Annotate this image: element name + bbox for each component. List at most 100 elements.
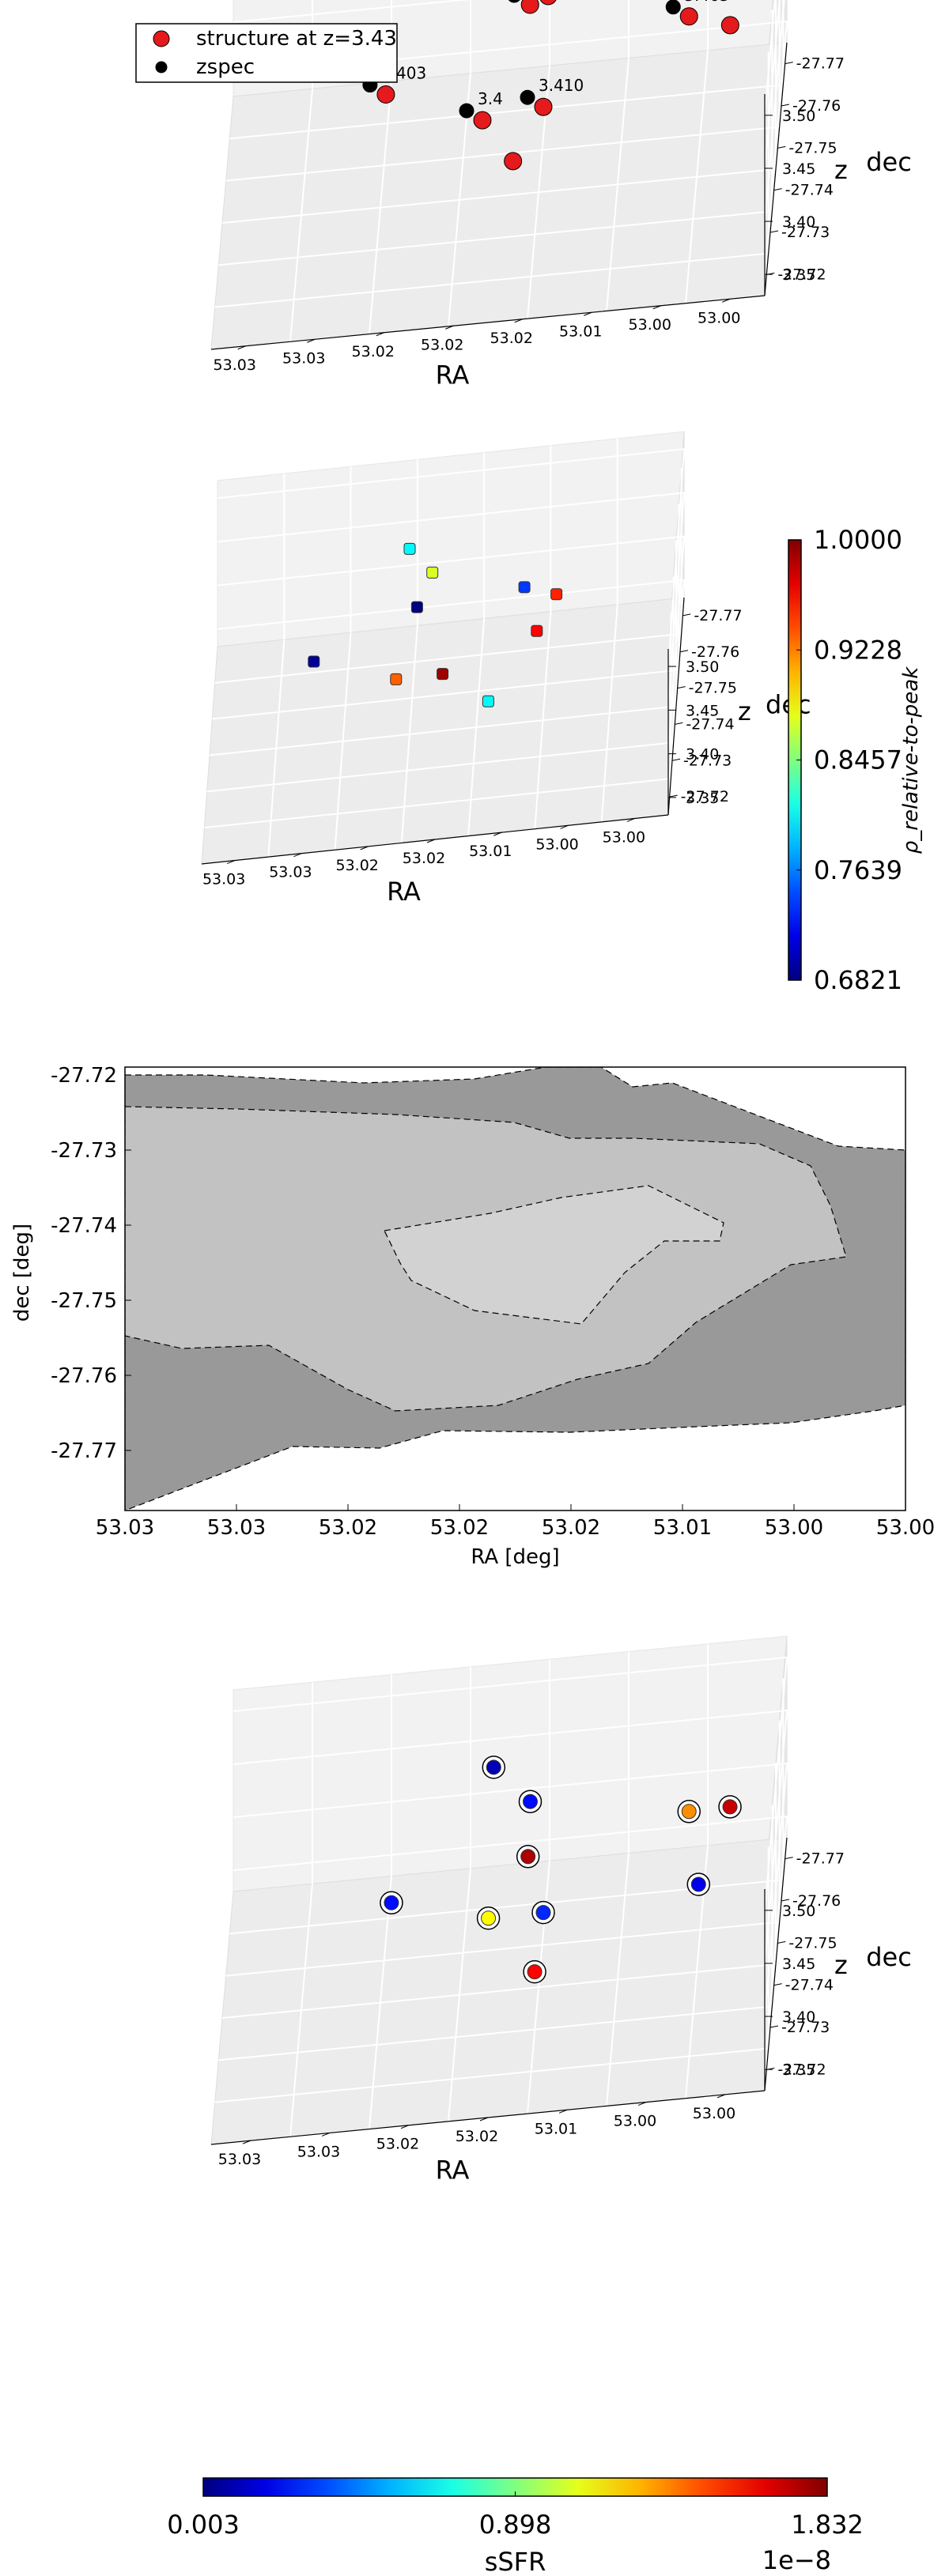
density-point: [550, 588, 563, 601]
x-tick: [479, 2117, 489, 2122]
zspec-point: [520, 89, 535, 105]
density-point: [482, 695, 494, 707]
grid-line: [764, 0, 781, 169]
y-tick-label: -27.76: [792, 1892, 841, 1910]
z-axis-label: z: [738, 696, 751, 726]
x-axis-label: RA: [436, 2155, 470, 2185]
x-tick-label: 53.02: [403, 850, 445, 867]
grid-line: [233, 1762, 788, 2017]
density-point: [518, 581, 531, 594]
z-tick-label: 3.50: [782, 107, 815, 125]
y-tick: [781, 1899, 790, 1902]
structure-point: [539, 0, 557, 6]
x-tick: [626, 817, 636, 822]
y-tick-label: -27.77: [694, 607, 742, 624]
y-tick-label: -27.72: [777, 2061, 826, 2078]
structure-point: [520, 0, 539, 14]
x-axis-label: RA [deg]: [471, 1545, 559, 1569]
density-point: [410, 601, 423, 613]
y-tick-label: -27.72: [777, 266, 826, 283]
grid-line: [764, 0, 776, 115]
y-tick: [769, 230, 779, 233]
x-tick-label: 53.01: [469, 843, 512, 860]
z-tick-label: 3.40: [782, 2008, 815, 2026]
y-axis-label: dec: [866, 1942, 912, 1972]
z-tick-label: 3.35: [782, 2061, 815, 2079]
ssfr-point: [522, 1793, 538, 1809]
x-tick: [400, 2125, 410, 2129]
x-tick: [445, 325, 454, 330]
grid-line: [212, 669, 679, 720]
x-tick: [584, 311, 592, 316]
grid-line: [217, 492, 686, 711]
x-tick-label: 53.00: [603, 828, 645, 846]
colorbar-offset-text: 1e−8: [762, 2545, 831, 2575]
x-tick-label: 53.03: [96, 1516, 154, 1540]
grid-line: [214, 252, 769, 308]
y-tick: [677, 686, 686, 689]
structure-point: [376, 85, 395, 104]
x-tick-label: 53.02: [336, 857, 379, 874]
plot-frame: [124, 1066, 906, 1511]
zspec-point: [459, 103, 475, 119]
x-tick: [226, 860, 236, 865]
zspec-label: 3.4: [478, 89, 503, 108]
y-tick-label: -27.74: [686, 715, 734, 733]
x-axis-label: RA: [436, 360, 470, 390]
z-tick-label: 3.35: [686, 790, 719, 807]
y-tick: [777, 145, 786, 149]
ssfr-point: [681, 1804, 697, 1820]
x-tick-label: 53.00: [765, 1516, 823, 1540]
x-tick: [321, 2132, 331, 2137]
x-tick-label: 53.02: [456, 2128, 498, 2145]
grid-line: [233, 0, 785, 222]
y-tick-label: -27.72: [681, 788, 729, 805]
colorbar-tick-label: 0.003: [167, 2510, 240, 2540]
x-tick-label: 53.03: [207, 1516, 266, 1540]
x-tick: [426, 839, 436, 843]
x-tick-label: 53.03: [214, 356, 256, 374]
colorbar-label: ρ_relative-to-peak: [899, 666, 923, 854]
y-tick-label: -27.73: [51, 1139, 117, 1163]
y-axis-line: [667, 597, 685, 816]
x-tick: [560, 824, 569, 829]
y-tick: [777, 1940, 786, 1944]
x-tick-label: 53.03: [218, 2151, 261, 2168]
zspec-point: [508, 0, 520, 3]
x-tick: [242, 2140, 251, 2144]
grid-line: [204, 778, 671, 829]
x-axis-line: [210, 295, 766, 350]
ssfr-point: [481, 1910, 497, 1926]
x-tick-label: 53.00: [876, 1516, 935, 1540]
x-tick-label: 53.02: [430, 1516, 489, 1540]
y-tick-label: -27.74: [785, 1977, 834, 1994]
grid-line: [221, 1963, 777, 2019]
x-tick: [493, 832, 502, 836]
y-tick-label: -27.76: [792, 97, 841, 115]
grid-line: [209, 705, 677, 756]
y-tick-label: -27.77: [796, 55, 845, 73]
legend-box: [135, 23, 398, 83]
z-tick-label: 3.50: [686, 658, 719, 676]
zspec-point: [665, 0, 681, 15]
ssfr-point: [486, 1759, 501, 1775]
y-tick: [785, 1857, 793, 1860]
x-tick-label: 53.00: [629, 316, 671, 334]
colorbar-tick-label: 0.8457: [814, 745, 902, 775]
legend-label-zspec: zspec: [196, 55, 255, 79]
structure-point: [720, 16, 739, 35]
legend-label-structure: structure at z=3.43: [196, 27, 397, 51]
zspec-label: 3.410: [539, 76, 584, 95]
x-tick-label: 53.03: [269, 864, 312, 881]
z-tick-label: 3.45: [782, 160, 815, 178]
colorbar-tick-label: 0.898: [479, 2510, 552, 2540]
y-tick-label: -27.76: [51, 1364, 117, 1388]
x-tick-label: 53.03: [282, 349, 325, 367]
ssfr-point: [690, 1876, 706, 1892]
x-tick-label: 53.03: [297, 2143, 340, 2160]
colorbar-tick-label: 0.9228: [814, 635, 902, 665]
x-tick: [307, 338, 316, 343]
z-axis-label: z: [834, 155, 848, 185]
x-tick-label: 53.00: [535, 835, 578, 853]
